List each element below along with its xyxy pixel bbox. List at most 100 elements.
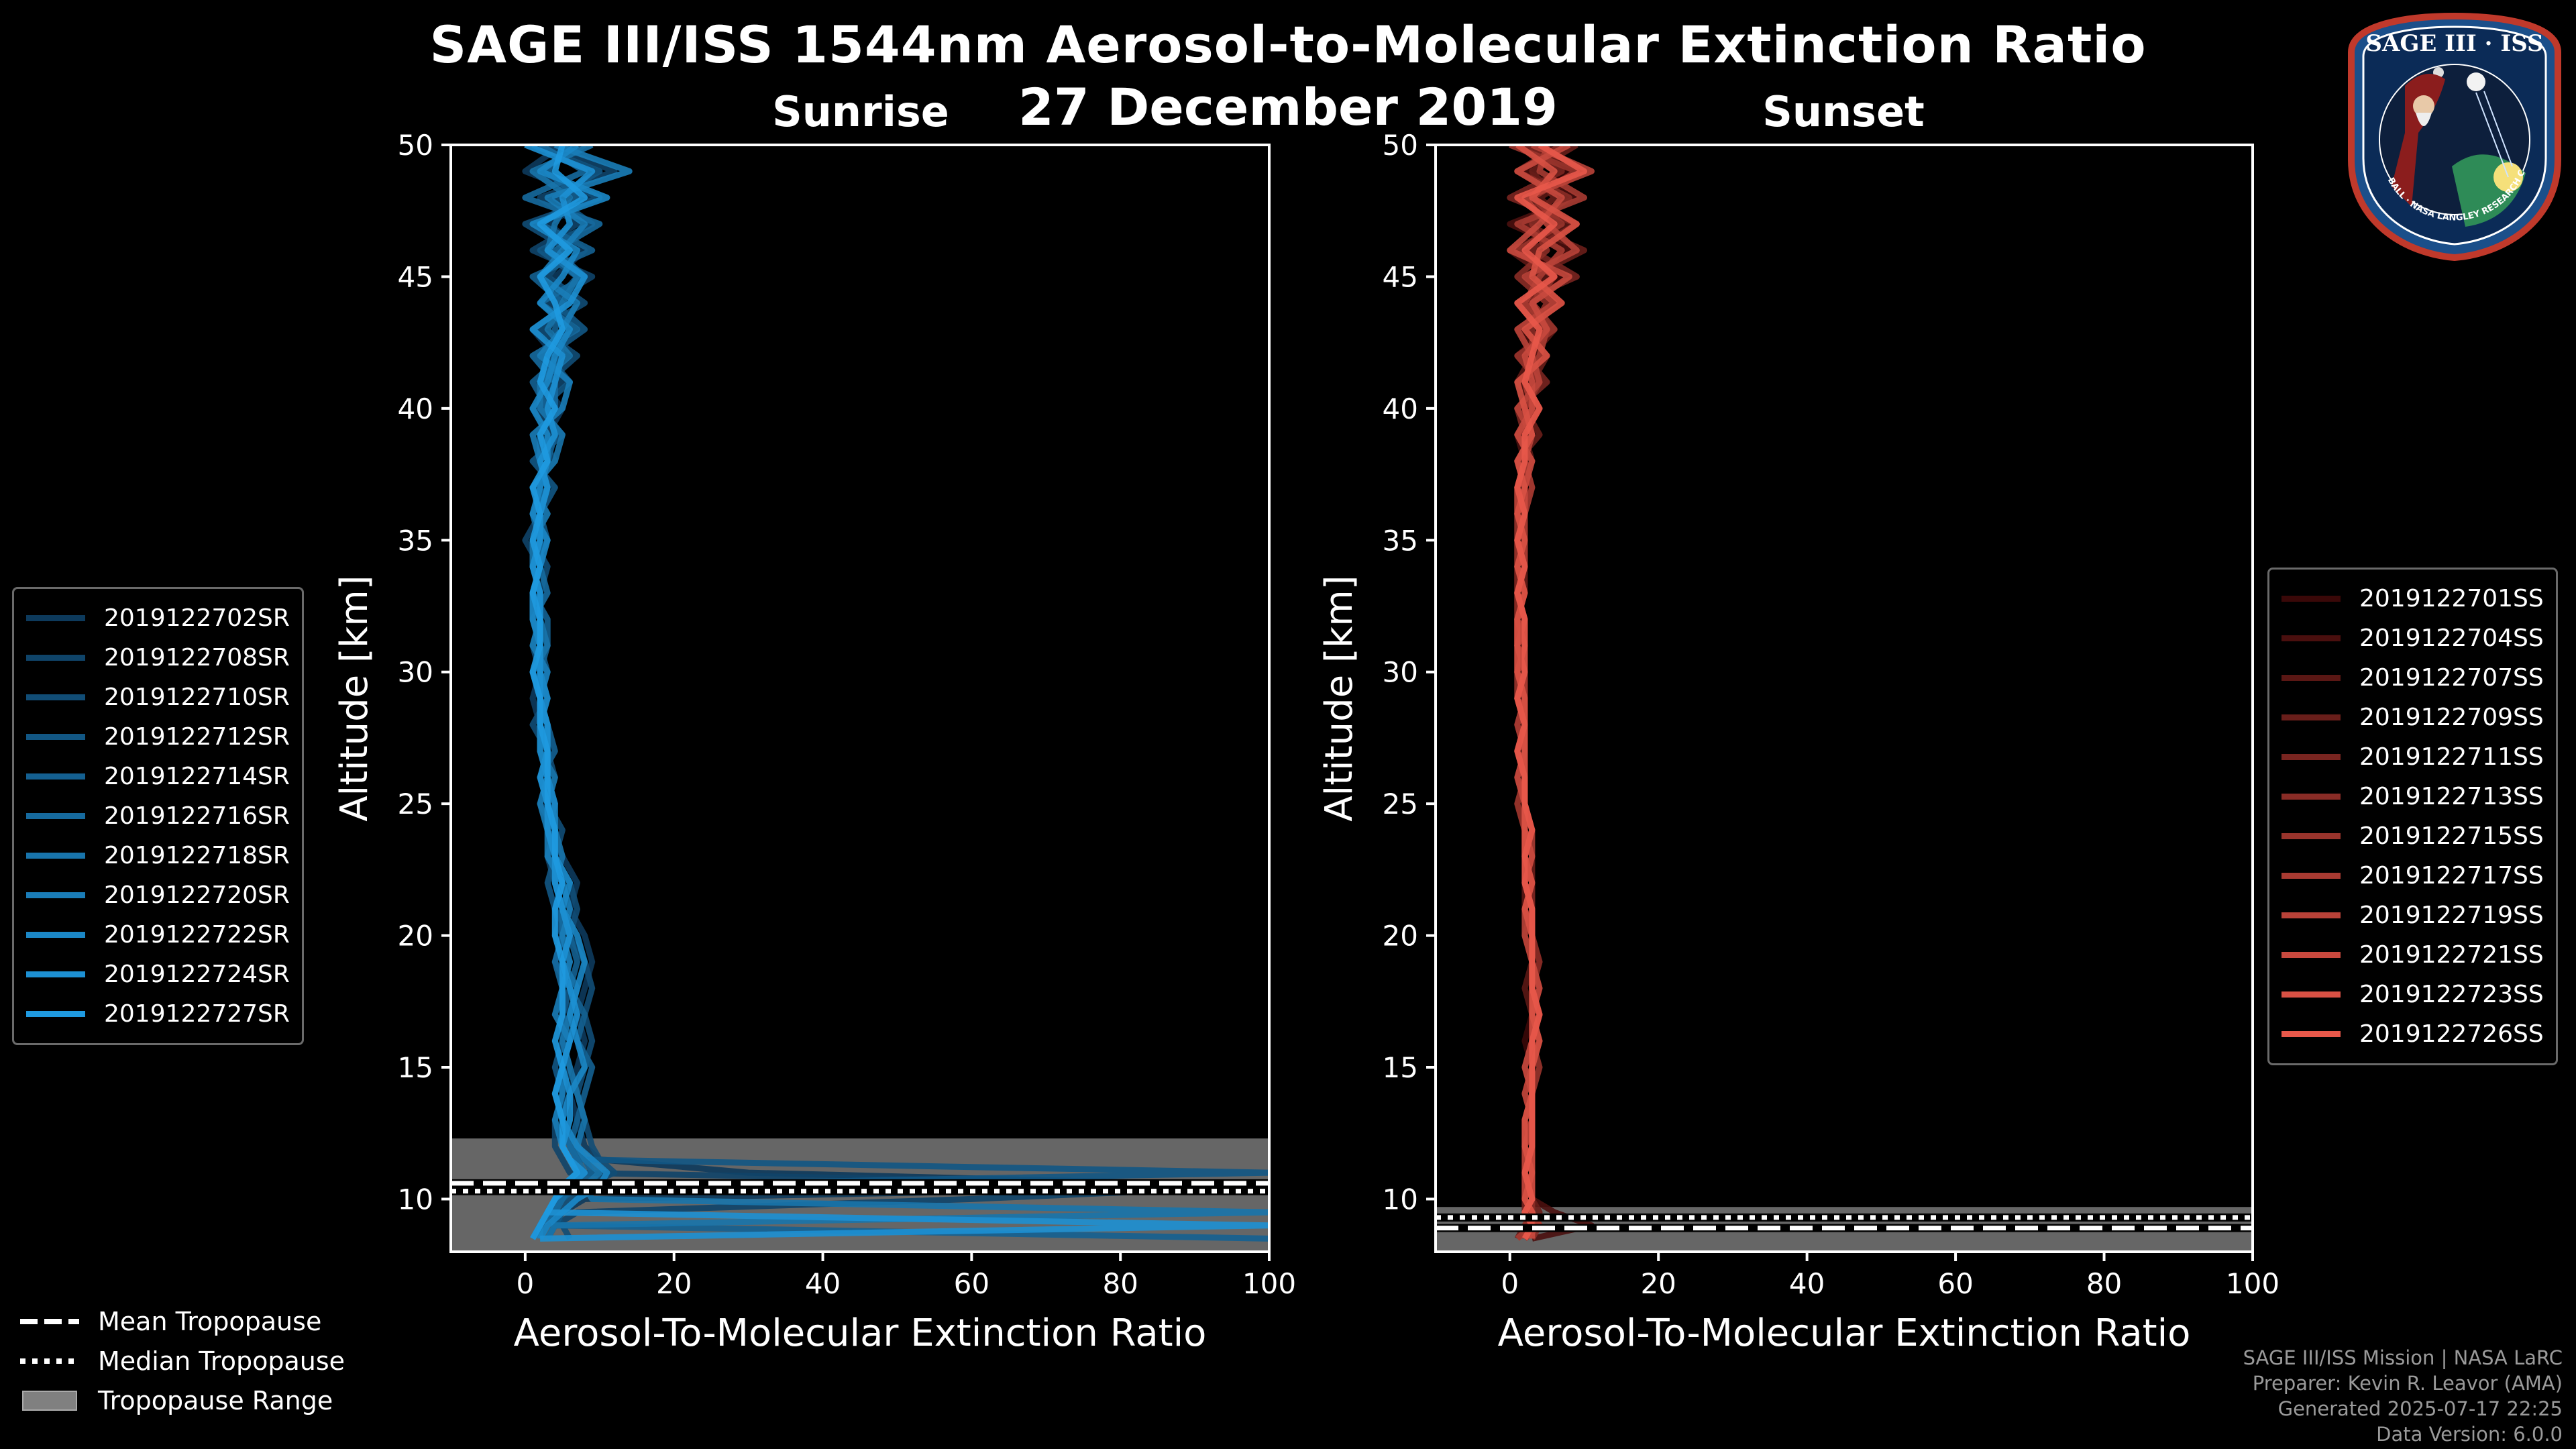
- legend-swatch: [26, 932, 85, 938]
- sunrise-ytick-label: 30: [398, 656, 433, 689]
- sunset-ytick-label: 45: [1383, 260, 1418, 293]
- legend-entry-2019122702SR: 2019122702SR: [26, 598, 290, 638]
- legend-entry-2019122722SR: 2019122722SR: [26, 915, 290, 955]
- sunrise-ytick-label: 20: [398, 920, 433, 953]
- tropopause-range-label: Tropopause Range: [98, 1385, 333, 1415]
- legend-entry-2019122727SR: 2019122727SR: [26, 994, 290, 1034]
- sunrise-panel-title: Sunrise: [772, 87, 949, 136]
- median-tropopause-label: Median Tropopause: [98, 1346, 345, 1376]
- sunset-ytick-label: 15: [1383, 1051, 1418, 1084]
- legend-swatch: [2282, 991, 2341, 998]
- series-line-2019122727SR: [529, 145, 588, 1240]
- legend-entry-2019122711SS: 2019122711SS: [2282, 737, 2544, 777]
- legend-entry-2019122723SS: 2019122723SS: [2282, 975, 2544, 1014]
- credit-generated: Generated 2025-07-17 22:25: [2277, 1397, 2563, 1420]
- credits: SAGE III/ISS Mission | NASA LaRC Prepare…: [2243, 1345, 2563, 1447]
- legend-entry-2019122704SS: 2019122704SS: [2282, 619, 2544, 658]
- legend-entry-2019122719SS: 2019122719SS: [2282, 896, 2544, 935]
- sunset-ytick-label: 35: [1383, 524, 1418, 557]
- legend-entry-2019122724SR: 2019122724SR: [26, 955, 290, 994]
- legend-entry-2019122707SS: 2019122707SS: [2282, 658, 2544, 698]
- sunrise-axes-frame: [449, 144, 1271, 1253]
- sunrise-xtick-label: 60: [954, 1267, 989, 1300]
- legend-swatch: [26, 615, 85, 621]
- legend-entry-2019122710SR: 2019122710SR: [26, 678, 290, 717]
- legend-label: 2019122701SS: [2359, 585, 2544, 612]
- legend-entry-2019122718SR: 2019122718SR: [26, 836, 290, 875]
- sunset-legend: 2019122701SS 2019122704SS 2019122707SS 2019…: [2267, 568, 2558, 1065]
- legend-label: 2019122716SR: [104, 802, 290, 830]
- sunset-ytick-label: 25: [1383, 788, 1418, 820]
- legend-entry-2019122720SR: 2019122720SR: [26, 875, 290, 915]
- legend-entry-tropopause-range: Tropopause Range: [20, 1381, 345, 1420]
- legend-entry-2019122717SS: 2019122717SS: [2282, 856, 2544, 896]
- legend-swatch: [2282, 1031, 2341, 1037]
- legend-swatch: [2282, 873, 2341, 879]
- page-title: SAGE III/ISS 1544nm Aerosol-to-Molecular…: [429, 15, 2147, 74]
- legend-swatch: [2282, 952, 2341, 958]
- series-line-2019122712SR: [529, 145, 1269, 1240]
- sunrise-plot-area: 10 15 20 25 30 35 40 45 50 0 20 40 60 80 100 Aerosol-To…: [333, 129, 1296, 1355]
- legend-swatch: [26, 853, 85, 859]
- legend-swatch: [2282, 714, 2341, 720]
- sunset-xtick-label: 40: [1789, 1267, 1825, 1300]
- sunset-series-group: [1507, 145, 1595, 1242]
- sunset-plot-area: 10 15 20 25 30 35 40 45 50 0 20 40 60 80 100 Aerosol-To…: [1318, 129, 2279, 1355]
- legend-swatch: [26, 694, 85, 700]
- series-line-2019122702SR: [522, 145, 1269, 1240]
- legend-swatch: [2282, 635, 2341, 641]
- sunrise-xtick-label: 100: [1242, 1267, 1296, 1300]
- sunrise-xtick-label: 40: [805, 1267, 841, 1300]
- legend-label: 2019122719SS: [2359, 902, 2544, 929]
- legend-label: 2019122727SR: [104, 1000, 290, 1028]
- sunset-xtick-label: 20: [1640, 1267, 1676, 1300]
- legend-entry-2019122716SR: 2019122716SR: [26, 796, 290, 836]
- legend-entry-2019122712SR: 2019122712SR: [26, 717, 290, 757]
- legend-entry-median-tropopause: Median Tropopause: [20, 1341, 345, 1381]
- legend-label: 2019122708SR: [104, 644, 290, 672]
- legend-label: 2019122720SR: [104, 881, 290, 909]
- legend-label: 2019122712SR: [104, 723, 290, 751]
- legend-label: 2019122704SS: [2359, 625, 2544, 652]
- sunset-ytick-label: 20: [1383, 920, 1418, 953]
- legend-swatch: [26, 655, 85, 661]
- sunrise-ytick-label: 40: [398, 392, 433, 425]
- legend-label: 2019122718SR: [104, 842, 290, 869]
- sunset-xtick-label: 100: [2226, 1267, 2279, 1300]
- credit-mission: SAGE III/ISS Mission | NASA LaRC: [2243, 1346, 2563, 1369]
- legend-swatch: [2282, 675, 2341, 681]
- sunrise-xlabel: Aerosol-To-Molecular Extinction Ratio: [514, 1311, 1207, 1355]
- page-date: 27 December 2019: [1018, 77, 1558, 137]
- credit-preparer: Preparer: Kevin R. Leavor (AMA): [2252, 1372, 2563, 1395]
- sunset-xtick-label: 80: [2086, 1267, 2122, 1300]
- legend-label: 2019122726SS: [2359, 1020, 2544, 1048]
- series-line-2019122718SR: [529, 145, 1269, 1240]
- mean-tropopause-label: Mean Tropopause: [98, 1306, 322, 1336]
- sunrise-ylabel: Altitude [km]: [333, 575, 376, 821]
- legend-label: 2019122721SS: [2359, 941, 2544, 969]
- series-line-2019122724SR: [524, 145, 1269, 1242]
- dashed-line-swatch: [20, 1318, 79, 1324]
- legend-label: 2019122711SS: [2359, 743, 2544, 771]
- sunrise-ytick-label: 15: [398, 1051, 433, 1084]
- legend-label: 2019122707SS: [2359, 664, 2544, 692]
- legend-swatch: [26, 734, 85, 740]
- legend-entry-2019122701SS: 2019122701SS: [2282, 579, 2544, 619]
- legend-swatch: [26, 892, 85, 898]
- legend-swatch: [26, 813, 85, 819]
- sunset-axes-frame: [1434, 144, 2254, 1253]
- legend-entry-2019122708SR: 2019122708SR: [26, 638, 290, 678]
- sunset-ytick-label: 40: [1383, 392, 1418, 425]
- logo-title: SAGE III · ISS: [2365, 30, 2543, 57]
- legend-swatch: [2282, 754, 2341, 760]
- series-line-2019122708SR: [522, 145, 1269, 1240]
- sage-iii-iss-mission-patch-logo: SAGE III · ISS BALL · NASA LANGLEY RESEA…: [2345, 12, 2561, 262]
- legend-label: 2019122710SR: [104, 684, 290, 711]
- legend-label: 2019122714SR: [104, 763, 290, 790]
- legend-swatch: [2282, 794, 2341, 800]
- sunset-ytick-label: 10: [1383, 1183, 1418, 1216]
- series-line-2019122714SR: [529, 145, 1269, 1242]
- legend-label: 2019122709SS: [2359, 704, 2544, 731]
- sunrise-xtick-label: 80: [1102, 1267, 1138, 1300]
